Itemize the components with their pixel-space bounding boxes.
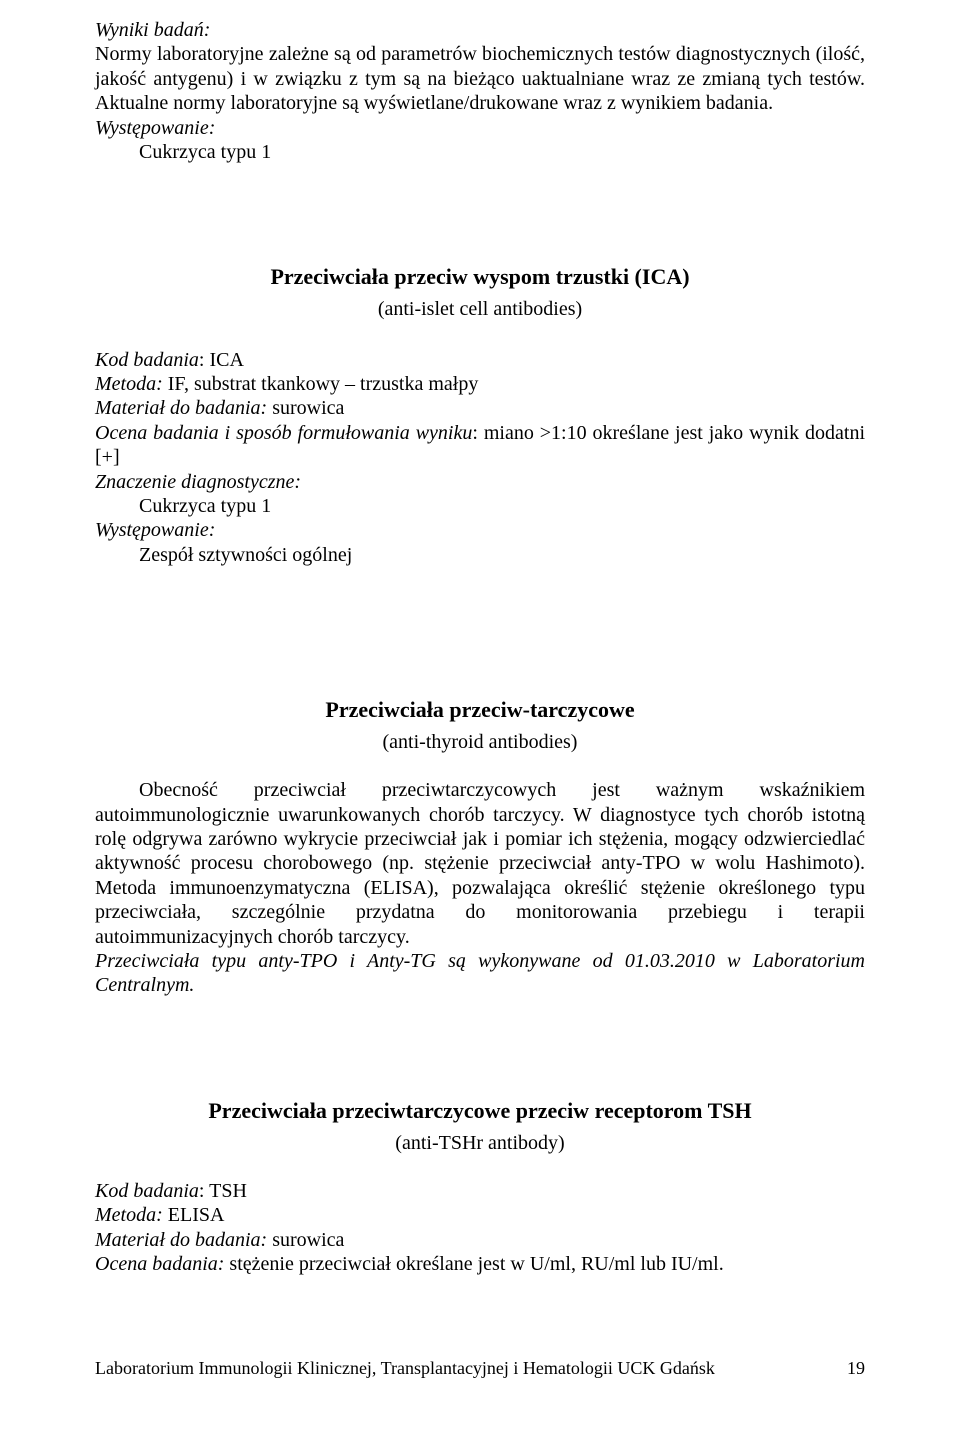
tsh-subheading: (anti-TSHr antibody) — [95, 1131, 865, 1155]
page-number: 19 — [847, 1358, 865, 1380]
ica-wystepowanie-label: Występowanie: — [95, 518, 865, 542]
tsh-metoda-label: Metoda: — [95, 1204, 163, 1226]
tsh-kod: Kod badania: TSH — [95, 1179, 865, 1203]
ica-znaczenie-label: Znaczenie diagnostyczne: — [95, 470, 865, 494]
thyroid-note: Przeciwciała typu anty-TPO i Anty-TG są … — [95, 949, 865, 998]
ica-znaczenie-item: Cukrzyca typu 1 — [95, 494, 865, 518]
ica-wystepowanie-item: Zespół sztywności ogólnej — [95, 543, 865, 567]
tsh-kod-label: Kod badania — [95, 1180, 199, 1202]
w6: wskaźnikiem — [760, 779, 866, 801]
document-page: Wyniki badań: Normy laboratoryjne zależn… — [0, 0, 960, 1440]
tsh-metoda: Metoda: ELISA — [95, 1203, 865, 1227]
thyroid-heading: Przeciwciała przeciw-tarczycowe — [95, 697, 865, 724]
thyroid-line1: Obecność przeciwciał przeciwtarczycowych… — [95, 778, 865, 802]
w5: ważnym — [656, 779, 724, 801]
w3: przeciwtarczycowych — [382, 779, 556, 801]
tsh-material-label: Materiał do badania: — [95, 1229, 267, 1251]
tsh-ocena-label: Ocena badania: — [95, 1253, 224, 1275]
ica-metoda-label: Metoda: — [95, 373, 163, 395]
tsh-ocena: Ocena badania: stężenie przeciwciał okre… — [95, 1252, 865, 1276]
ica-material-value: surowica — [267, 397, 344, 419]
ica-subheading: (anti-islet cell antibodies) — [95, 297, 865, 321]
ica-ocena-label: Ocena badania i sposób formułowania wyni… — [95, 422, 472, 444]
tsh-heading: Przeciwciała przeciwtarczycowe przeciw r… — [95, 1098, 865, 1125]
thyroid-subheading: (anti-thyroid antibodies) — [95, 730, 865, 754]
ica-material: Materiał do badania: surowica — [95, 396, 865, 420]
thyroid-body: Obecność przeciwciał przeciwtarczycowych… — [95, 778, 865, 949]
ica-kod: Kod badania: ICA — [95, 348, 865, 372]
ica-metoda: Metoda: IF, substrat tkankowy – trzustka… — [95, 372, 865, 396]
tsh-material: Materiał do badania: surowica — [95, 1228, 865, 1252]
ica-kod-label: Kod badania — [95, 349, 199, 371]
ica-material-label: Materiał do badania: — [95, 397, 267, 419]
footer-text: Laboratorium Immunologii Klinicznej, Tra… — [95, 1358, 715, 1380]
wystepowanie-label-1: Występowanie: — [95, 116, 865, 140]
wyniki-body: Normy laboratoryjne zależne są od parame… — [95, 42, 865, 115]
tsh-material-value: surowica — [267, 1229, 344, 1251]
page-footer: Laboratorium Immunologii Klinicznej, Tra… — [95, 1358, 865, 1380]
wystepowanie-item-1: Cukrzyca typu 1 — [95, 140, 865, 164]
tsh-metoda-value: ELISA — [163, 1204, 225, 1226]
wyniki-label: Wyniki badań: — [95, 18, 865, 42]
w4: jest — [592, 779, 620, 801]
thyroid-body-rest: autoimmunologicznie uwarunkowanych choró… — [95, 803, 865, 949]
w1: Obecność — [139, 779, 218, 801]
tsh-ocena-value: stężenie przeciwciał określane jest w U/… — [224, 1253, 723, 1275]
w2: przeciwciał — [254, 779, 346, 801]
ica-metoda-value: IF, substrat tkankowy – trzustka małpy — [163, 373, 479, 395]
ica-kod-value: : ICA — [199, 349, 244, 371]
ica-ocena: Ocena badania i sposób formułowania wyni… — [95, 421, 865, 470]
ica-heading: Przeciwciała przeciw wyspom trzustki (IC… — [95, 264, 865, 291]
tsh-kod-value: : TSH — [199, 1180, 247, 1202]
